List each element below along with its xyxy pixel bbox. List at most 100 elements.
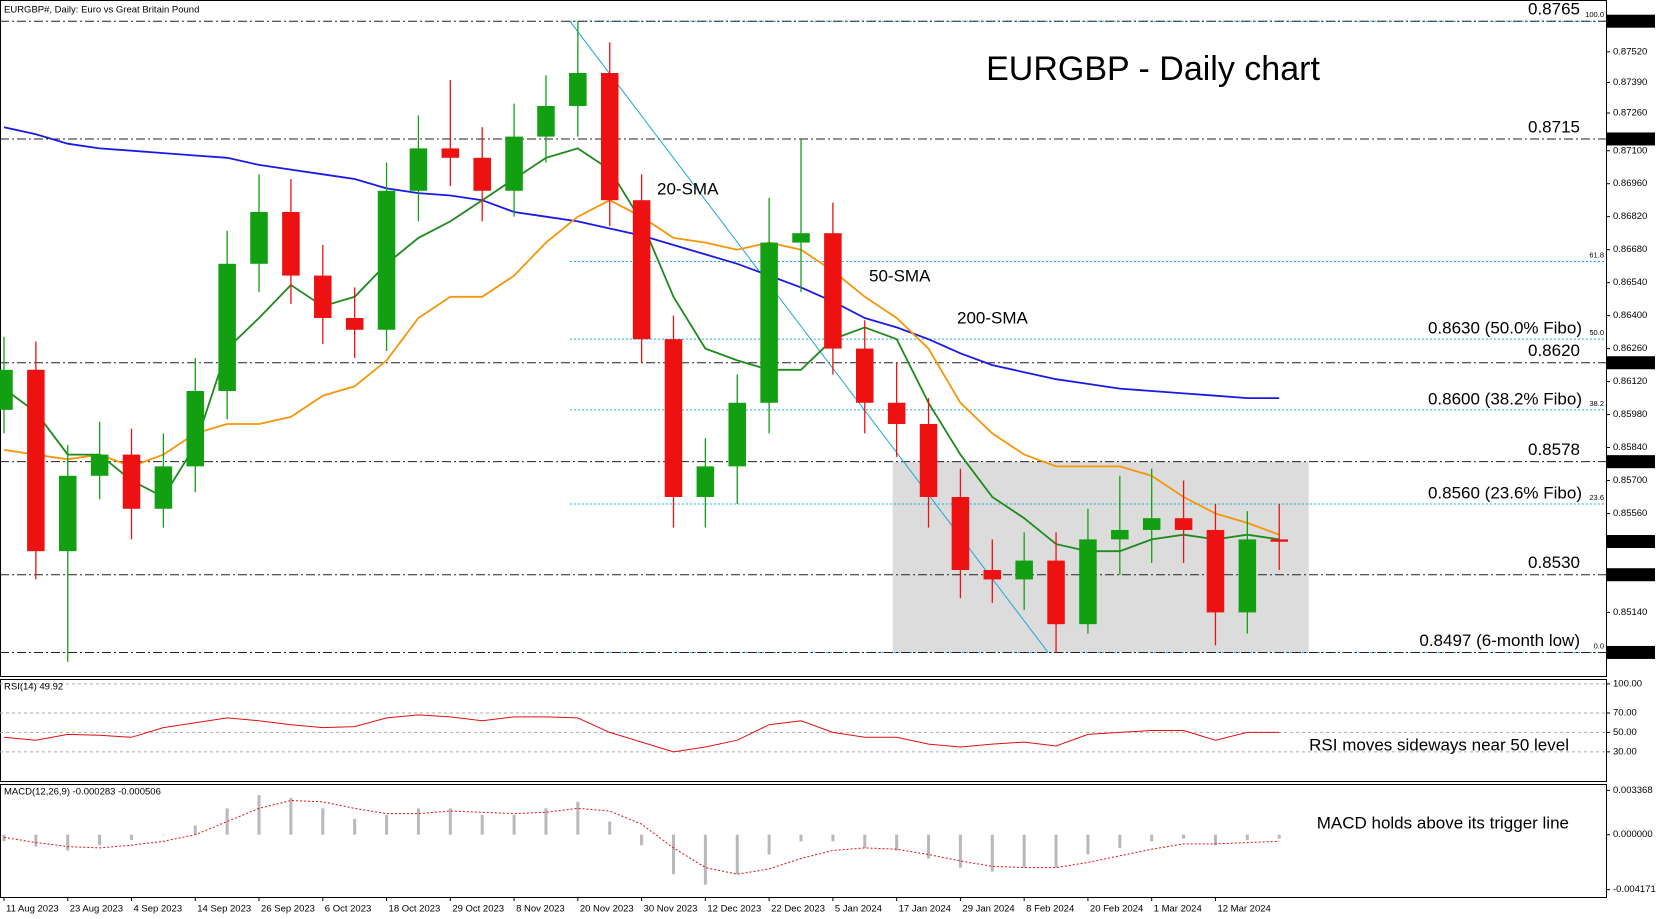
macd-bar [225,808,229,835]
y-tick-label: 0.87260 [1613,108,1647,119]
macd-bar [735,834,739,875]
x-tick-label: 18 Oct 2023 [389,904,441,915]
y-tick-label: -0.004171 [1613,884,1656,895]
macd-bar [1182,834,1186,839]
macd-bar [193,825,197,835]
level-label: 0.8497 (6-month low) [1419,631,1580,650]
annotation: MACD holds above its trigger line [1317,813,1569,832]
macd-bar [385,814,389,835]
candle-body [1142,518,1161,530]
macd-bar [512,814,516,835]
fibo-label: 0.8560 (23.6% Fibo) [1428,484,1582,503]
candle-body [90,454,109,476]
macd-bar [34,834,38,847]
panel-title: RSI(14) 49.92 [4,682,63,693]
y-tick-label: 0.86260 [1613,343,1647,354]
axis-mark-label: 0.84970 [1611,647,1645,658]
macd-bar [958,834,962,868]
candle-body [951,496,970,571]
fibo-label: 0.8600 (38.2% Fibo) [1428,389,1582,408]
y-tick-label: 0.87390 [1613,77,1647,88]
macd-bar [1150,834,1154,842]
candle-body [122,454,141,509]
x-tick-label: 4 Sep 2023 [134,904,183,915]
macd-bar [416,808,420,835]
y-tick-label: 0.85140 [1613,607,1647,618]
level-label: 0.8715 [1528,117,1580,136]
x-tick-label: 20 Feb 2024 [1090,904,1143,915]
chart-title: EURGBP - Daily chart [986,50,1320,88]
x-tick-label: 8 Nov 2023 [516,904,565,915]
annotation: RSI moves sideways near 50 level [1309,735,1569,754]
level-label: 0.8765 [1528,0,1580,19]
x-tick-label: 17 Jan 2024 [899,904,951,915]
y-tick-label: 100.00 [1613,678,1642,689]
fibo-ratio: 0.0 [1594,641,1604,650]
macd-bar [1054,834,1058,868]
axis-mark [1607,132,1655,146]
x-tick-label: 14 Sep 2023 [197,904,251,915]
axis-mark-label: 0.86200 [1611,357,1645,368]
level-label: 0.8620 [1528,341,1580,360]
x-tick-label: 29 Jan 2024 [962,904,1014,915]
axis-mark-label: 0.87150 [1611,133,1645,144]
sma-label: 200-SMA [957,308,1029,327]
candle-body [0,369,13,410]
fibo-label: 0.8630 (50.0% Fibo) [1428,319,1582,338]
x-tick-label: 26 Sep 2023 [261,904,315,915]
candle-body [282,211,300,276]
candle-body [728,402,747,467]
current-price-label: 0.85441 [1611,536,1645,547]
y-tick-label: 0.86120 [1613,376,1647,387]
macd-bar [130,834,134,840]
y-tick-label: 30.00 [1613,746,1637,757]
macd-bar [576,801,580,835]
macd-bar [1022,834,1026,868]
candle-body [760,242,778,403]
candle-body [632,200,651,340]
candle-body [856,348,874,403]
macd-bar [98,834,102,846]
x-tick-label: 22 Dec 2023 [771,904,825,915]
y-tick-label: 0.86820 [1613,211,1647,222]
level-label: 0.8530 [1528,553,1580,572]
chart-subtitle: EURGBP#, Daily: Euro vs Great Britain Po… [4,5,199,16]
macd-bar [767,834,771,855]
candle-body [664,339,683,497]
y-tick-label: 0.87520 [1613,46,1647,57]
candle-body [600,73,619,201]
candle-body [887,402,906,424]
macd-bar [608,821,612,835]
y-tick-label: 0.87100 [1613,145,1647,156]
x-tick-label: 12 Mar 2024 [1217,904,1270,915]
candle-body [505,136,523,191]
x-tick-label: 6 Oct 2023 [325,904,371,915]
x-tick-label: 20 Nov 2023 [580,904,634,915]
candle-body [154,466,173,509]
candle-body [1015,560,1033,580]
fibo-ratio: 100.0 [1585,10,1604,19]
candle-body [1206,529,1225,613]
macd-bar [2,834,6,842]
candle-body [186,390,205,467]
fibo-ratio: 38.2 [1589,399,1604,408]
macd-bar [863,834,867,848]
candle-body [1079,539,1097,625]
panel-frame [0,784,1607,898]
current-price-mark [1607,535,1655,549]
axis-mark [1607,455,1655,469]
y-tick-label: 0.85560 [1613,508,1647,519]
macd-bar [1213,834,1217,846]
axis-mark-label: 0.85300 [1611,569,1645,580]
axis-mark [1607,645,1655,659]
candle-body [792,233,810,243]
rsi-line [3,714,1280,753]
x-tick-label: 11 Aug 2023 [6,904,59,915]
x-tick-label: 23 Aug 2023 [70,904,123,915]
candle-body [441,148,460,158]
candle-body [1238,539,1257,613]
x-tick-label: 1 Mar 2024 [1154,904,1202,915]
candle-body [345,317,364,330]
macd-bar [671,834,675,875]
